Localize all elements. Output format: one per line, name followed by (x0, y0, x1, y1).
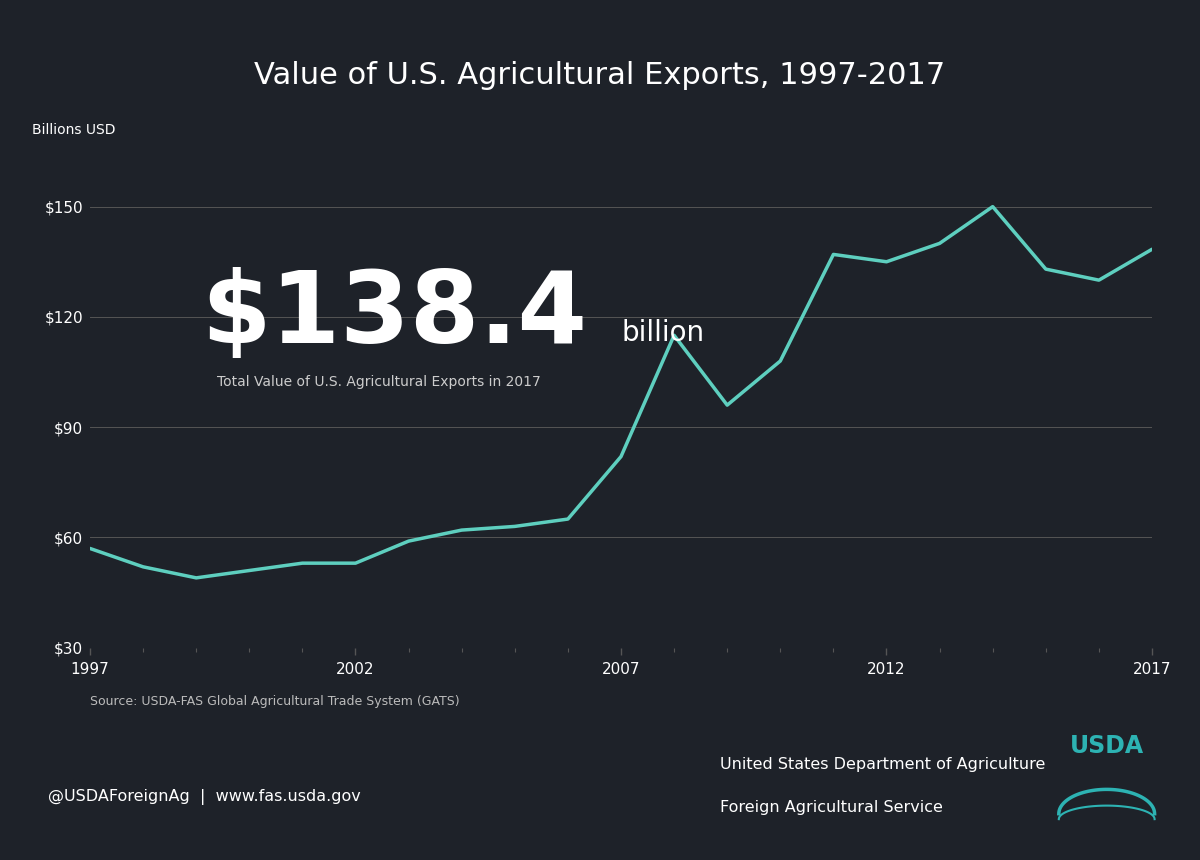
Text: Total Value of U.S. Agricultural Exports in 2017: Total Value of U.S. Agricultural Exports… (217, 375, 541, 390)
Text: Source: USDA-FAS Global Agricultural Trade System (GATS): Source: USDA-FAS Global Agricultural Tra… (90, 695, 460, 708)
Text: Value of U.S. Agricultural Exports, 1997-2017: Value of U.S. Agricultural Exports, 1997… (254, 61, 946, 90)
Text: United States Department of Agriculture: United States Department of Agriculture (720, 757, 1045, 771)
Text: Foreign Agricultural Service: Foreign Agricultural Service (720, 800, 943, 814)
Text: USDA: USDA (1069, 734, 1144, 758)
Text: $138.4: $138.4 (202, 267, 588, 364)
Text: billion: billion (622, 318, 704, 347)
Text: Billions USD: Billions USD (31, 123, 115, 137)
Text: @USDAForeignAg  |  www.fas.usda.gov: @USDAForeignAg | www.fas.usda.gov (48, 789, 361, 805)
